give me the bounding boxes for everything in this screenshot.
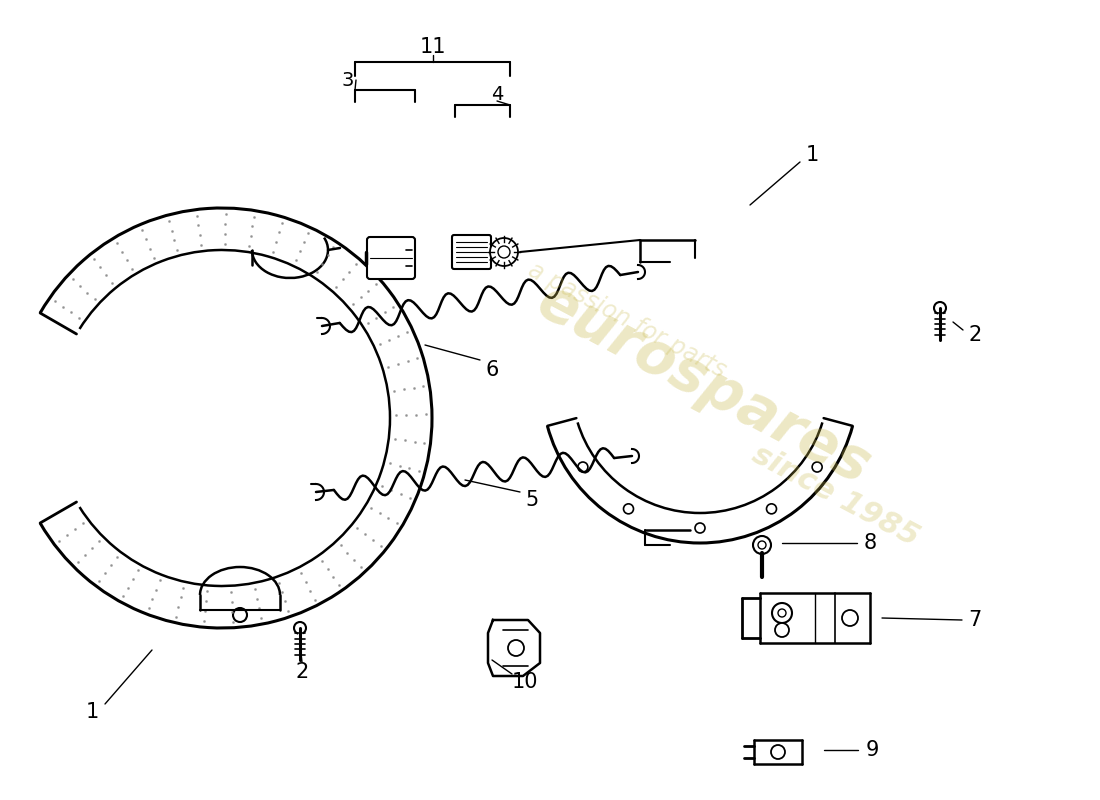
Text: 2: 2 <box>296 662 309 682</box>
Circle shape <box>812 462 822 472</box>
Text: 3: 3 <box>342 70 354 90</box>
Circle shape <box>490 238 518 266</box>
Circle shape <box>842 610 858 626</box>
Text: 4: 4 <box>491 86 503 105</box>
Circle shape <box>294 622 306 634</box>
Text: 5: 5 <box>526 490 539 510</box>
Text: 7: 7 <box>968 610 981 630</box>
Text: 1: 1 <box>805 145 818 165</box>
Circle shape <box>578 462 587 472</box>
Circle shape <box>498 246 510 258</box>
Text: 9: 9 <box>866 740 879 760</box>
Text: a passion for parts: a passion for parts <box>524 258 730 382</box>
Text: 2: 2 <box>968 325 981 345</box>
Circle shape <box>772 603 792 623</box>
Text: 8: 8 <box>864 533 877 553</box>
Text: since 1985: since 1985 <box>748 440 924 552</box>
FancyBboxPatch shape <box>367 237 415 279</box>
Circle shape <box>767 504 777 514</box>
Text: 6: 6 <box>485 360 498 380</box>
Text: 10: 10 <box>512 672 538 692</box>
Circle shape <box>508 640 524 656</box>
Text: 1: 1 <box>86 702 99 722</box>
Circle shape <box>233 608 248 622</box>
Circle shape <box>776 623 789 637</box>
Circle shape <box>695 523 705 533</box>
FancyBboxPatch shape <box>452 235 491 269</box>
Circle shape <box>771 745 785 759</box>
Circle shape <box>778 609 786 617</box>
Text: 11: 11 <box>419 37 446 57</box>
Circle shape <box>758 541 766 549</box>
Circle shape <box>754 536 771 554</box>
Circle shape <box>934 302 946 314</box>
Circle shape <box>624 504 634 514</box>
Text: eurospares: eurospares <box>528 272 880 496</box>
